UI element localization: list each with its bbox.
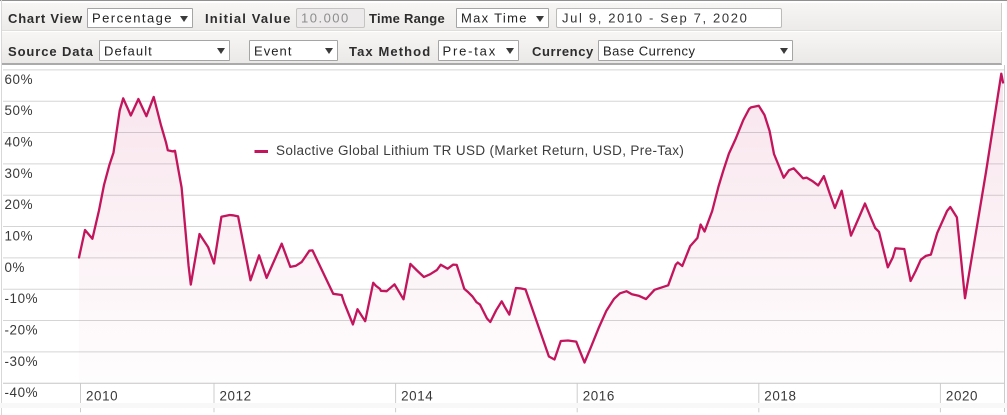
svg-text:20%: 20% bbox=[5, 197, 34, 212]
svg-text:60%: 60% bbox=[5, 72, 34, 87]
svg-text:2014: 2014 bbox=[401, 388, 433, 403]
svg-text:-40%: -40% bbox=[5, 385, 39, 400]
svg-text:2016: 2016 bbox=[583, 388, 615, 403]
svg-text:0%: 0% bbox=[5, 260, 26, 275]
svg-text:2020: 2020 bbox=[946, 388, 978, 403]
svg-text:2018: 2018 bbox=[764, 388, 796, 403]
svg-text:-30%: -30% bbox=[5, 354, 39, 369]
svg-text:-10%: -10% bbox=[5, 291, 39, 306]
svg-text:2012: 2012 bbox=[220, 388, 252, 403]
svg-text:40%: 40% bbox=[5, 135, 34, 150]
svg-text:10%: 10% bbox=[5, 229, 34, 244]
svg-text:2010: 2010 bbox=[86, 388, 118, 403]
svg-text:30%: 30% bbox=[5, 166, 34, 181]
svg-text:50%: 50% bbox=[5, 103, 34, 118]
svg-text:-20%: -20% bbox=[5, 323, 39, 338]
